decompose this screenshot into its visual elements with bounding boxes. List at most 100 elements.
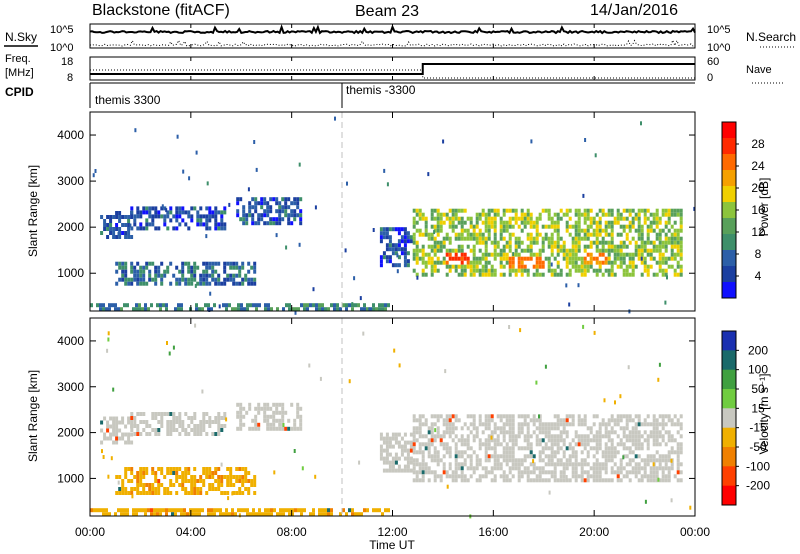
vel-cell-r5 <box>532 418 536 423</box>
power-cell-r6 <box>255 303 258 308</box>
power-cell-r2 <box>139 281 143 286</box>
power-cell-r5 <box>484 244 488 249</box>
power-cell-r5 <box>475 260 479 265</box>
vel-cell-r3 <box>239 422 243 427</box>
vel-cell-r2 <box>226 483 230 487</box>
vel-cell-r5 <box>412 466 416 471</box>
vel-cell-r5 <box>634 434 638 439</box>
power-cell-r5 <box>556 248 560 253</box>
power-cell-r5 <box>514 212 518 217</box>
power-cell-r5 <box>487 216 491 221</box>
vel-cell-r5 <box>442 466 446 471</box>
vel-cell-r5 <box>559 438 563 443</box>
power-cell-r2 <box>130 281 134 286</box>
power-cell-r5 <box>490 268 494 273</box>
power-cell-r5 <box>658 268 662 273</box>
power-cell-r5 <box>460 228 464 233</box>
power-cell-r5 <box>553 244 557 249</box>
vel-cell-r5 <box>562 478 566 483</box>
power-cell-r5 <box>517 240 521 245</box>
vel-cell-r5 <box>427 430 431 435</box>
vel-cell-r3 <box>287 426 291 431</box>
power-cell-r5 <box>493 220 497 225</box>
vel-cell-r5 <box>583 478 587 483</box>
power-cell-r5 <box>520 228 524 233</box>
power-cell-r4 <box>379 235 383 240</box>
power-cell-r5 <box>433 252 437 257</box>
vel-cell-r5 <box>508 422 512 427</box>
power-scatter-point <box>368 307 371 312</box>
vel-cell-r4 <box>397 464 401 469</box>
vel-cell-r5 <box>550 474 554 479</box>
power-cell-r5 <box>679 256 683 261</box>
power-cell-r5 <box>460 252 464 257</box>
vel-cell-r5 <box>580 470 584 475</box>
vel-cell-r5 <box>529 454 533 459</box>
power-cell-r5 <box>619 212 623 217</box>
vel-cell-r2 <box>175 479 179 483</box>
power-cell-r5 <box>565 260 569 265</box>
power-cell-r0 <box>130 235 134 239</box>
vel-cell-r6 <box>249 512 252 517</box>
vel-cell-r4 <box>409 432 413 437</box>
vel-cell-r4 <box>388 468 392 473</box>
vel-cell-r0 <box>103 432 107 437</box>
power-cell-r2 <box>190 281 194 286</box>
vel-cell-r5 <box>574 442 578 447</box>
power-cell-r6 <box>363 303 366 308</box>
vel-cell-r5 <box>574 466 578 471</box>
vel-cell-r2 <box>241 491 245 495</box>
power-cell-r5 <box>661 256 665 261</box>
power-cell-r6 <box>267 307 270 312</box>
colorbar-swatch <box>722 250 736 267</box>
power-cell-r5 <box>673 240 677 245</box>
power-cell-r5 <box>448 208 452 213</box>
vel-cell-r5 <box>499 462 503 467</box>
power-cell-r5 <box>601 236 605 241</box>
vel-cell-r5 <box>517 462 521 467</box>
vel-cell-r5 <box>586 450 590 455</box>
power-cell-r0 <box>115 211 119 215</box>
vel-cell-r5 <box>541 470 545 475</box>
power-cell-r5 <box>679 220 683 225</box>
power-cell-r5 <box>661 252 665 257</box>
vel-cell-r5 <box>610 446 614 451</box>
vel-cell-r5 <box>673 474 677 479</box>
power-cell-r5 <box>508 220 512 225</box>
power-cell-r2 <box>175 277 179 282</box>
vel-cell-r5 <box>595 478 599 483</box>
vel-cell-r4 <box>382 448 386 453</box>
power-cell-r5 <box>433 216 437 221</box>
vel-cell-r2 <box>235 479 239 483</box>
vel-cell-r5 <box>637 478 641 483</box>
vel-cell-r5 <box>424 434 428 439</box>
power-cell-r6 <box>159 307 162 312</box>
power-cell-r5 <box>607 272 611 277</box>
power-cell-r6 <box>258 303 261 308</box>
power-cell-r3 <box>278 201 282 206</box>
vel-cell-r6 <box>330 508 333 513</box>
vel-cell-r1 <box>217 416 221 420</box>
vel-cell-r5 <box>643 430 647 435</box>
power-cell-r5 <box>460 256 464 261</box>
power-cell-r5 <box>529 224 533 229</box>
vel-cell-r2 <box>217 487 221 491</box>
vel-cell-r5 <box>493 426 497 431</box>
power-cell-r5 <box>652 248 656 253</box>
vel-cell-r5 <box>433 470 437 475</box>
power-cell-r3 <box>248 205 252 210</box>
vel-cell-r3 <box>272 414 276 419</box>
vel-cell-r5 <box>499 442 503 447</box>
vel-cell-r5 <box>415 458 419 463</box>
power-cell-r2 <box>187 265 191 270</box>
vel-cell-r2 <box>253 475 257 479</box>
vel-cell-r5 <box>538 430 542 435</box>
vel-cell-r6 <box>144 512 147 517</box>
vel-cell-r5 <box>607 438 611 443</box>
power-cell-r5 <box>565 248 569 253</box>
vel-cell-r5 <box>595 458 599 463</box>
vel-cell-r5 <box>517 458 521 463</box>
power-cell-r6 <box>132 307 135 312</box>
vel-cell-r5 <box>433 438 437 443</box>
power-cell-r3 <box>299 217 303 222</box>
